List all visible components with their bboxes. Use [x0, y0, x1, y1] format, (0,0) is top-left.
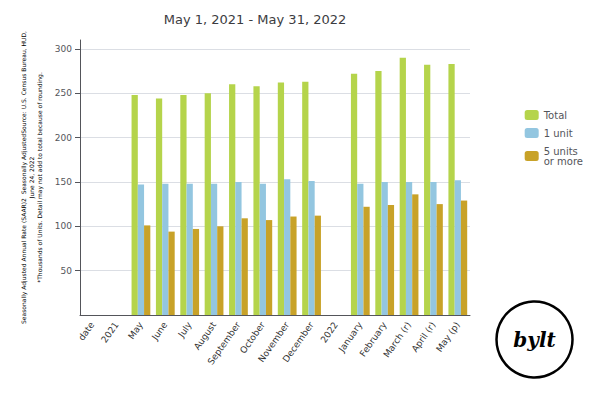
svg-text:250: 250 — [55, 88, 72, 98]
svg-text:100: 100 — [55, 221, 72, 231]
svg-text:March (r): March (r) — [381, 320, 413, 359]
svg-text:Total: Total — [543, 110, 567, 121]
svg-text:June: June — [149, 320, 169, 343]
svg-text:May 1, 2021 - May 31, 2022: May 1, 2021 - May 31, 2022 — [164, 12, 346, 27]
svg-text:May: May — [126, 320, 145, 342]
svg-text:October: October — [238, 320, 267, 356]
svg-text:*Thousands of Units. Detail ma: *Thousands of Units. Detail may not add … — [36, 72, 44, 283]
svg-text:bylt: bylt — [513, 328, 556, 352]
svg-text:August: August — [191, 320, 219, 352]
svg-text:2022: 2022 — [319, 320, 340, 344]
svg-text:or more: or more — [544, 156, 583, 167]
svg-text:150: 150 — [55, 177, 72, 187]
svg-text:April (r): April (r) — [409, 320, 438, 354]
svg-text:date: date — [76, 320, 96, 343]
svg-text:February: February — [357, 320, 389, 359]
svg-text:300: 300 — [55, 44, 72, 54]
svg-text:2021: 2021 — [99, 320, 120, 344]
svg-text:1 unit: 1 unit — [544, 128, 573, 139]
svg-text:November: November — [256, 320, 292, 365]
svg-text:July: July — [176, 320, 194, 340]
svg-text:May (p): May (p) — [434, 320, 462, 354]
svg-text:200: 200 — [55, 133, 72, 143]
svg-text:January: January — [336, 320, 365, 354]
svg-text:December: December — [281, 320, 316, 364]
svg-text:5 units: 5 units — [543, 145, 578, 157]
svg-text:June 24, 2022: June 24, 2022 — [28, 156, 36, 199]
svg-text:50: 50 — [61, 266, 73, 276]
svg-text:September: September — [206, 320, 243, 367]
svg-text:Seasonally Adjusted Annual Rat: Seasonally Adjusted Annual Rate (SAAR)2 … — [20, 31, 28, 324]
